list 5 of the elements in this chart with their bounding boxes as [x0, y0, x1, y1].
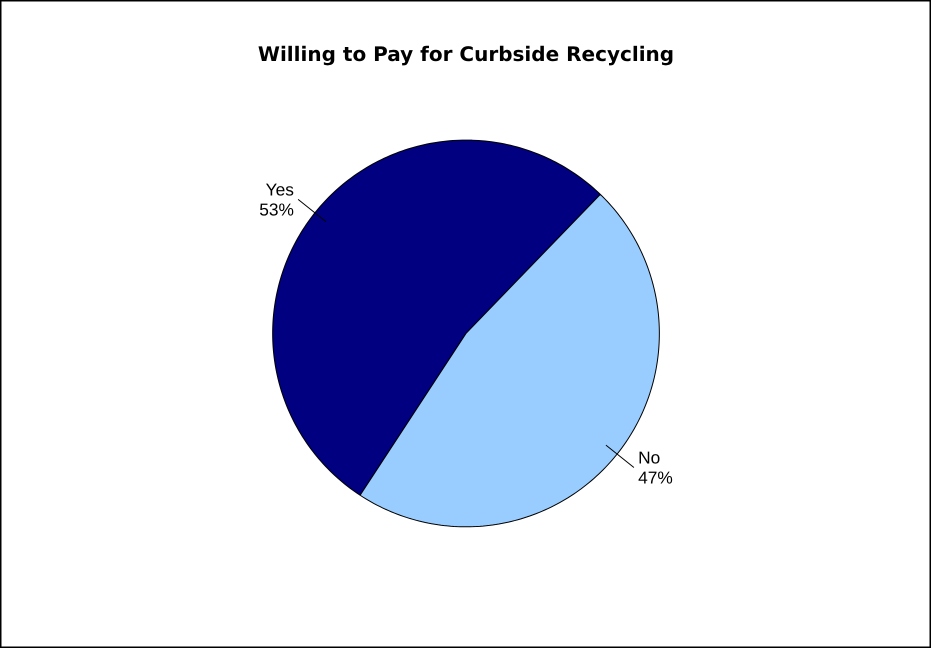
data-label: 53% [259, 199, 294, 220]
chart-title: Willing to Pay for Curbside Recycling [258, 42, 674, 66]
data-label: 47% [638, 467, 673, 488]
slice-label: Yes [266, 179, 294, 200]
slice-label: No [638, 447, 660, 468]
